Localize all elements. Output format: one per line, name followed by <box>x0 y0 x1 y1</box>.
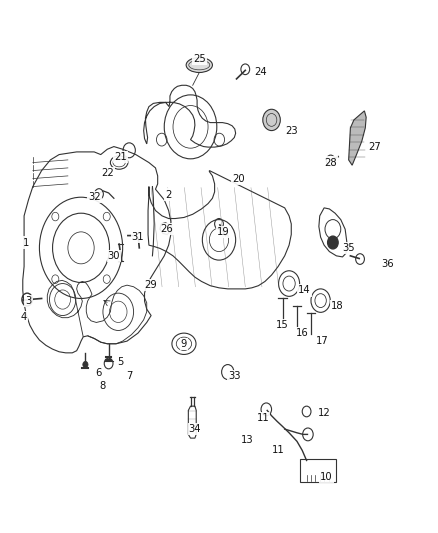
Text: 35: 35 <box>342 243 354 253</box>
Text: 23: 23 <box>285 126 297 135</box>
Text: 11: 11 <box>272 446 285 455</box>
Text: 28: 28 <box>325 158 337 167</box>
Text: 5: 5 <box>117 358 124 367</box>
Text: 26: 26 <box>160 224 173 234</box>
Circle shape <box>328 236 338 249</box>
Text: 11: 11 <box>256 414 269 423</box>
Text: 13: 13 <box>241 435 254 445</box>
Text: 36: 36 <box>381 259 394 269</box>
Text: 20: 20 <box>233 174 245 183</box>
Text: 1: 1 <box>23 238 29 247</box>
Text: 15: 15 <box>276 320 289 330</box>
Text: 18: 18 <box>331 302 343 311</box>
Text: 22: 22 <box>101 168 114 178</box>
Text: 27: 27 <box>368 142 381 151</box>
Text: 33: 33 <box>228 371 240 381</box>
Ellipse shape <box>186 58 212 72</box>
Text: 2: 2 <box>166 190 172 199</box>
Text: 6: 6 <box>95 368 102 378</box>
Text: 16: 16 <box>296 328 309 338</box>
Text: 21: 21 <box>114 152 127 162</box>
Circle shape <box>263 109 280 131</box>
Text: 8: 8 <box>100 382 106 391</box>
Text: 17: 17 <box>315 336 328 346</box>
Text: 14: 14 <box>298 286 311 295</box>
Text: 9: 9 <box>181 339 187 349</box>
Polygon shape <box>349 111 366 165</box>
Text: 31: 31 <box>132 232 144 242</box>
Text: 10: 10 <box>320 472 332 482</box>
Text: 25: 25 <box>193 54 206 63</box>
Text: 4: 4 <box>21 312 27 322</box>
Text: 30: 30 <box>108 251 120 261</box>
Circle shape <box>83 361 88 368</box>
Text: 24: 24 <box>254 67 267 77</box>
Text: 32: 32 <box>88 192 100 202</box>
Text: 12: 12 <box>318 408 331 418</box>
Text: 19: 19 <box>217 227 230 237</box>
Text: 7: 7 <box>126 371 132 381</box>
Text: 29: 29 <box>145 280 158 290</box>
Text: 3: 3 <box>25 296 32 306</box>
Text: 34: 34 <box>189 424 201 434</box>
